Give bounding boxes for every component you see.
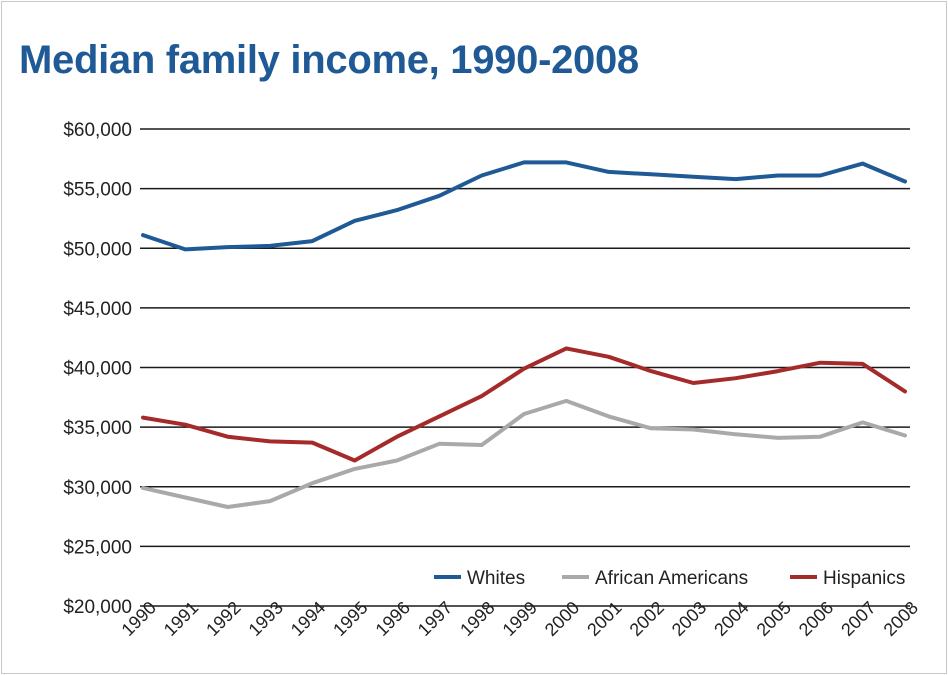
x-axis-tick-labels: 1990 1991 1992 1993 1994 1995 1996 1997 1998 1999…: [118, 598, 922, 640]
x-tick-label: 1991: [160, 598, 202, 640]
x-tick-label: 1994: [287, 598, 329, 640]
x-tick-label: 2000: [541, 598, 583, 640]
x-tick-label: 1992: [202, 598, 244, 640]
y-tick-label: $30,000: [63, 478, 132, 499]
y-tick-label: $20,000: [63, 597, 132, 618]
y-tick-label: $40,000: [63, 359, 132, 380]
y-tick-label: $60,000: [63, 120, 132, 141]
series-line-whites: [141, 160, 907, 252]
series-line-hispanics: [141, 346, 907, 463]
y-tick-label: $45,000: [63, 299, 132, 320]
x-tick-label: 1996: [372, 598, 414, 640]
legend-label: Whites: [467, 568, 525, 589]
y-tick-label: $35,000: [63, 418, 132, 439]
gridlines: [140, 128, 910, 607]
x-tick-label: 1997: [414, 598, 456, 640]
x-tick-label: 2001: [583, 598, 625, 640]
legend-label: Hispanics: [823, 568, 905, 589]
x-tick-label: 2003: [668, 598, 710, 640]
chart-title: Median family income, 1990-2008: [19, 38, 639, 82]
y-axis-tick-labels: $20,000 $25,000 $30,000 $35,000 $40,000 $45,0…: [63, 120, 132, 618]
x-tick-label: 2002: [626, 598, 668, 640]
x-tick-label: 2008: [880, 598, 922, 640]
x-tick-label: 1993: [245, 598, 287, 640]
legend: Whites African Americans Hispanics: [434, 568, 905, 589]
x-tick-label: 2007: [837, 598, 879, 640]
series-lines: [141, 160, 907, 509]
series-line-african-americans: [141, 398, 907, 509]
x-tick-label: 1999: [499, 598, 541, 640]
legend-label: African Americans: [595, 568, 748, 589]
x-tick-label: 1995: [329, 598, 371, 640]
x-tick-label: 2005: [753, 598, 795, 640]
y-tick-label: $50,000: [63, 239, 132, 260]
y-tick-label: $55,000: [63, 180, 132, 201]
x-tick-label: 1998: [456, 598, 498, 640]
x-tick-label: 2004: [710, 598, 752, 640]
x-tick-label: 2006: [795, 598, 837, 640]
y-tick-label: $25,000: [63, 537, 132, 558]
